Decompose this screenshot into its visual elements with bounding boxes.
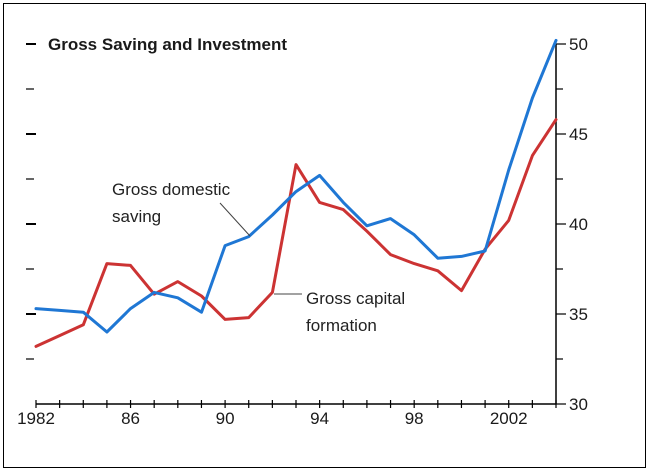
saving-annotation-line2: saving (112, 207, 161, 226)
x-axis: 1982 86 90 94 98 2002 (17, 400, 557, 428)
saving-leader-line (219, 202, 251, 237)
capital-annotation: Gross capital formation (274, 289, 405, 335)
y-tick-label: 30 (569, 395, 588, 414)
right-y-axis: 30 35 40 45 50 (555, 35, 588, 414)
x-tick-label: 86 (121, 409, 140, 428)
y-tick-label: 40 (569, 215, 588, 234)
left-tick-marks (26, 88, 36, 360)
saving-annotation-line1: Gross domestic (112, 180, 231, 199)
line-chart: 30 35 40 45 50 1982 86 90 94 98 2002 Gross Saving… (17, 35, 588, 428)
capital-annotation-line1: Gross capital (306, 289, 405, 308)
x-tick-label: 90 (216, 409, 235, 428)
chart-title: Gross Saving and Investment (48, 35, 287, 54)
saving-annotation: Gross domestic saving (112, 180, 251, 237)
y-tick-label: 35 (569, 305, 588, 324)
series-line-gross-domestic-saving (34, 38, 558, 334)
capital-annotation-line2: formation (306, 316, 377, 335)
chart-frame: 30 35 40 45 50 1982 86 90 94 98 2002 Gross Saving… (3, 3, 646, 468)
series-layer (34, 38, 558, 348)
x-tick-label: 94 (310, 409, 329, 428)
title-group: Gross Saving and Investment (26, 35, 287, 54)
series-line-gross-capital-formation (34, 118, 558, 348)
x-tick-label: 2002 (490, 409, 528, 428)
x-tick-label: 1982 (17, 409, 55, 428)
y-tick-label: 45 (569, 125, 588, 144)
y-tick-label: 50 (569, 35, 588, 54)
x-tick-label: 98 (405, 409, 424, 428)
